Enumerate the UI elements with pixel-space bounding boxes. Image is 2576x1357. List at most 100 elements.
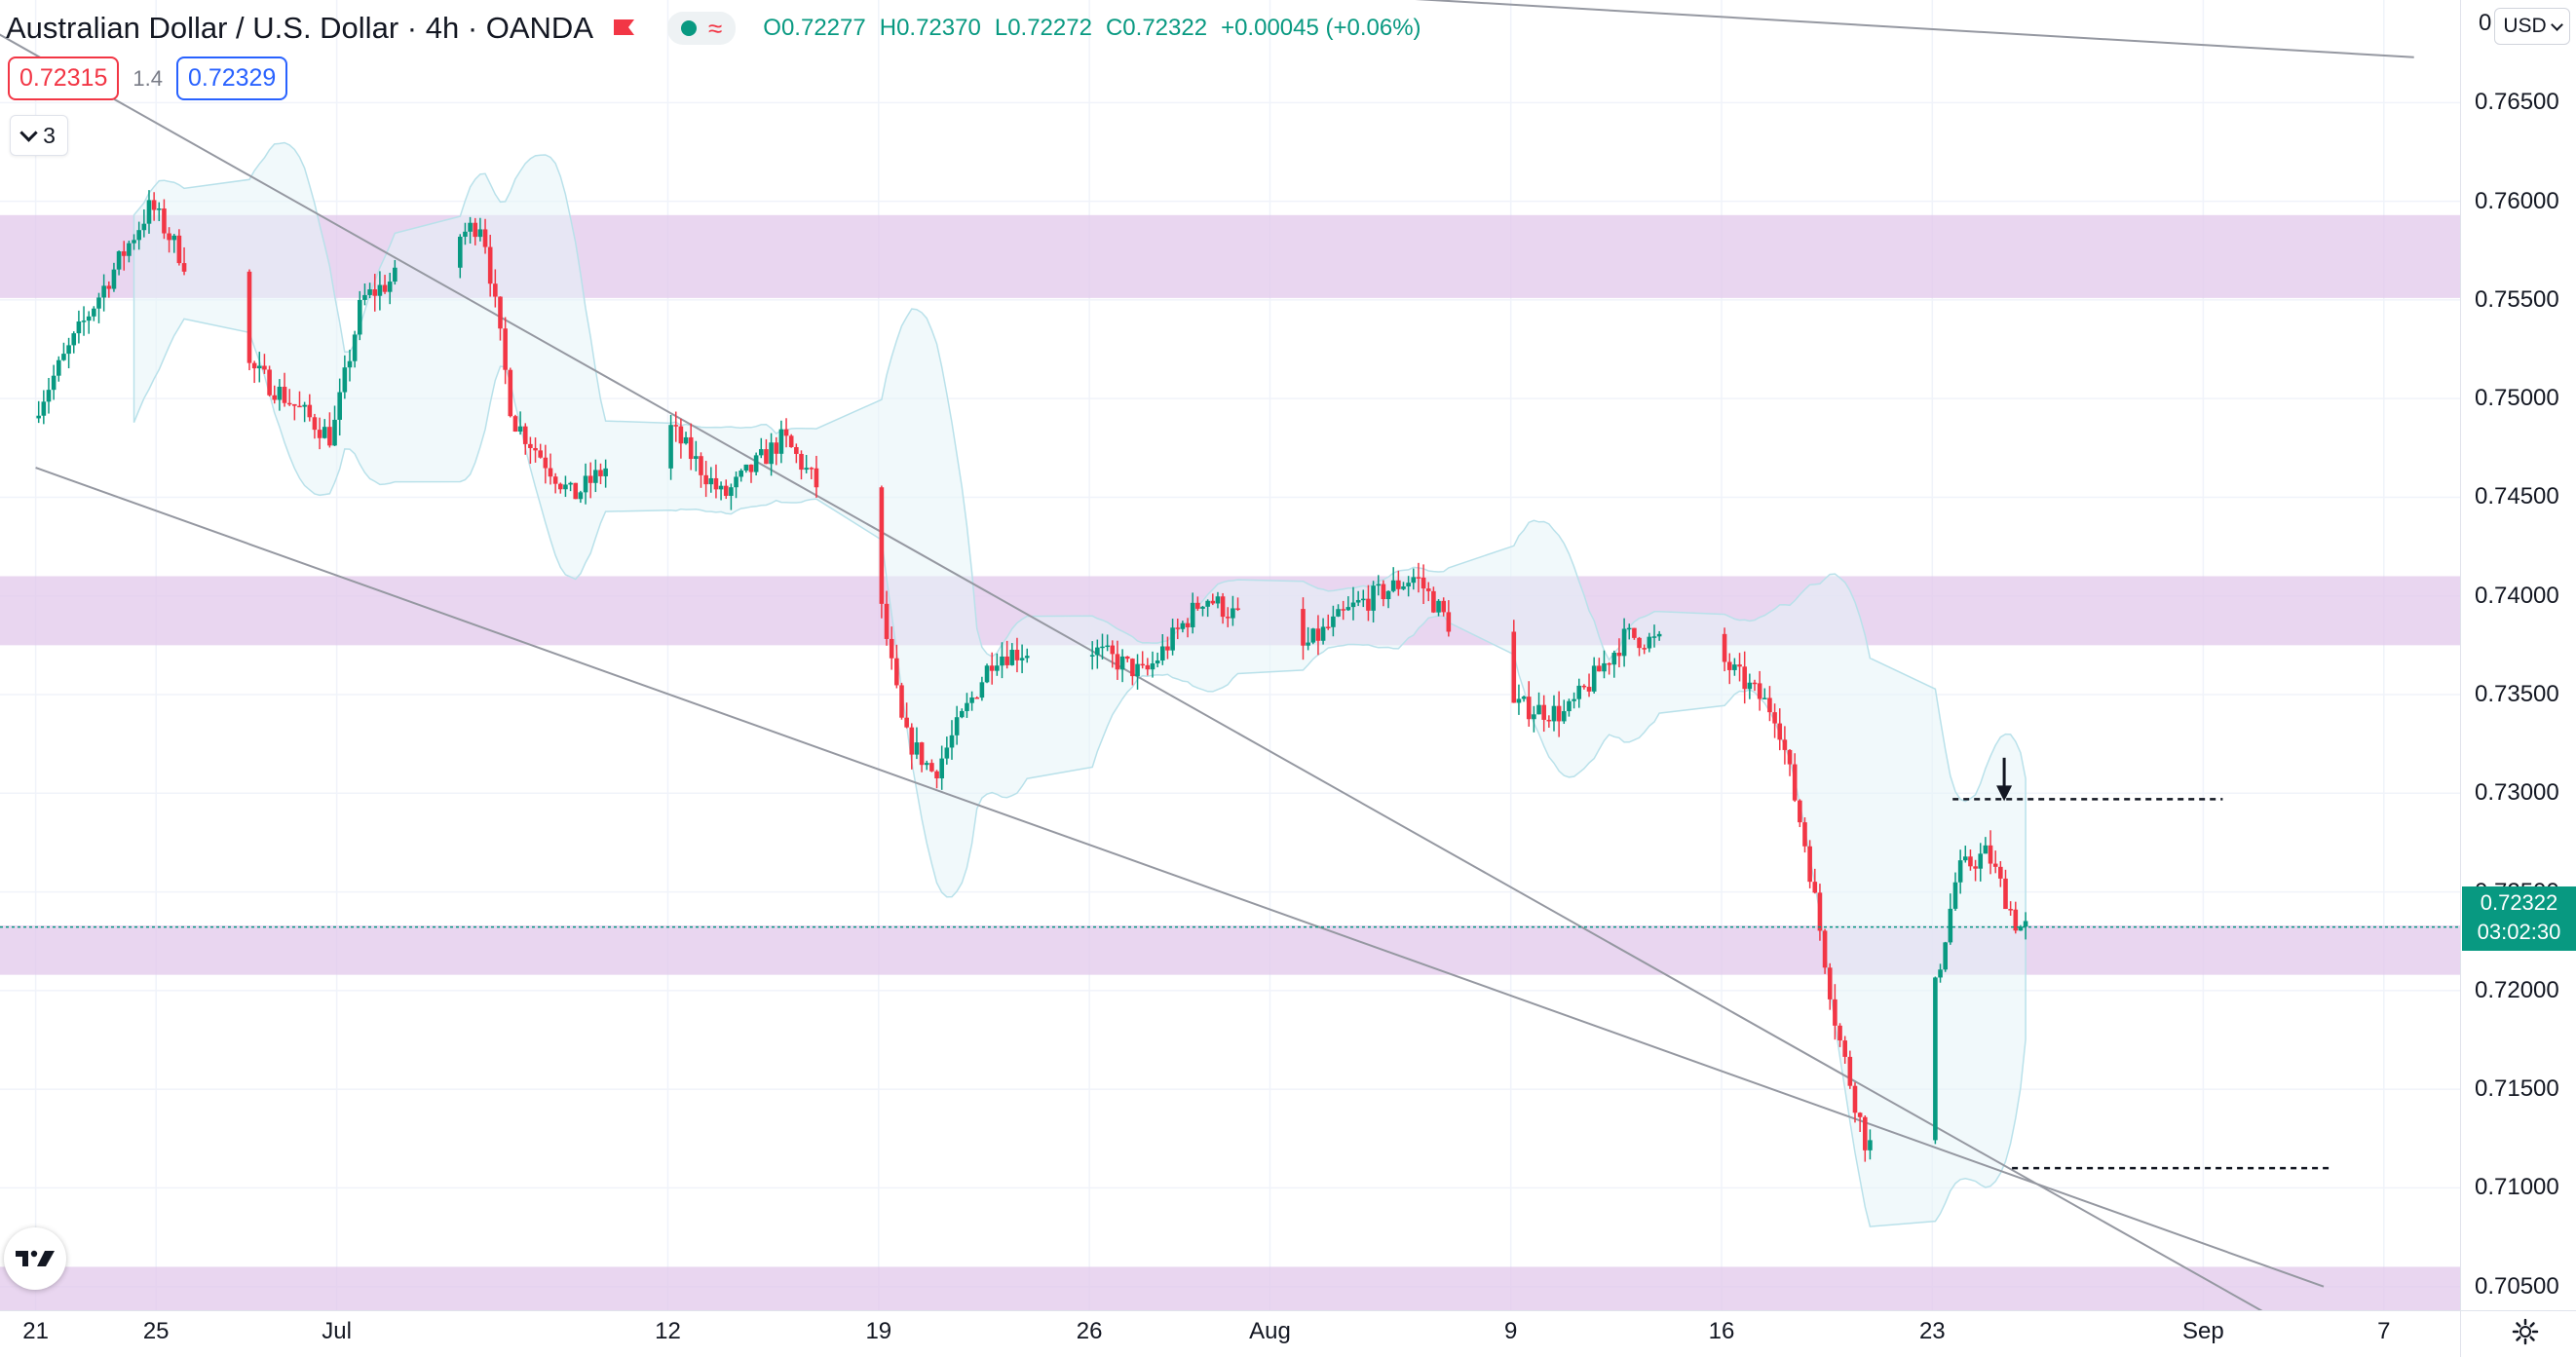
candle <box>934 770 939 789</box>
candle <box>121 241 127 271</box>
candle <box>322 419 327 439</box>
candle <box>1019 644 1025 674</box>
zone-band[interactable] <box>0 1266 2460 1310</box>
time-tick-label: 16 <box>1708 1318 1735 1344</box>
candle <box>718 481 724 501</box>
time-tick-label: 21 <box>22 1318 49 1344</box>
candle <box>1095 639 1100 669</box>
candle <box>162 199 167 240</box>
time-axis[interactable] <box>0 1310 2460 1357</box>
candle <box>1616 638 1622 668</box>
candle <box>1541 695 1546 733</box>
broker: OANDA <box>485 11 593 45</box>
candle <box>1852 1082 1858 1123</box>
candle <box>498 296 503 341</box>
market-status[interactable]: ≈ <box>667 12 737 45</box>
candle <box>463 222 468 245</box>
candle <box>1968 849 1973 871</box>
close-value: 0.72322 <box>1122 15 1208 41</box>
gear-icon[interactable] <box>2512 1318 2539 1345</box>
arrow-down-icon[interactable] <box>1996 757 2013 802</box>
current-price-label: 0.72322 03:02:30 <box>2462 886 2576 951</box>
low-value: 0.72272 <box>1007 15 1092 41</box>
candle <box>1000 642 1004 679</box>
candle <box>382 275 388 294</box>
candle <box>739 469 743 482</box>
candle <box>1421 564 1426 604</box>
candle <box>568 481 573 492</box>
candle <box>1561 699 1567 725</box>
interval[interactable]: 4h <box>425 11 460 45</box>
candle <box>1621 618 1627 667</box>
candle <box>282 372 287 407</box>
candle <box>683 432 689 445</box>
candle <box>1411 568 1417 590</box>
candle <box>729 483 734 510</box>
candle <box>272 385 278 404</box>
symbol-legend[interactable]: Australian Dollar / U.S. Dollar · 4h · O… <box>6 11 1421 45</box>
candle <box>342 355 348 399</box>
symbol-name: Australian Dollar / U.S. Dollar <box>6 11 399 45</box>
chevron-down-icon <box>2550 18 2563 31</box>
candle <box>1320 618 1326 645</box>
chevron-down-icon <box>19 123 38 142</box>
candle <box>297 391 302 408</box>
candle <box>286 389 292 406</box>
candle <box>1425 582 1431 602</box>
zone-band[interactable] <box>0 925 2460 975</box>
candle <box>262 354 267 374</box>
candle <box>1195 596 1200 611</box>
candle <box>1726 653 1732 685</box>
price-axis[interactable] <box>2460 0 2576 1310</box>
candle <box>1115 640 1120 680</box>
candle <box>367 283 372 299</box>
candle <box>1807 840 1812 888</box>
candle <box>924 760 929 771</box>
buy-button[interactable]: 0.72329 <box>175 57 288 100</box>
candle <box>1135 654 1140 690</box>
candle <box>1948 893 1953 945</box>
price-tick-label: 0.76000 <box>2475 187 2559 214</box>
candle <box>1827 962 1833 1010</box>
trade-panel: 0.72315 1.4 0.72329 <box>8 57 288 100</box>
flag-icon[interactable] <box>611 17 638 40</box>
time-tick-label: 23 <box>1918 1318 1946 1344</box>
candle <box>1185 618 1191 638</box>
candle <box>593 459 598 493</box>
candle <box>1170 619 1175 656</box>
candle <box>1607 661 1611 675</box>
candle <box>482 218 488 254</box>
candle <box>468 216 473 244</box>
candle <box>141 208 147 238</box>
candle <box>76 310 82 344</box>
price-tick-label: 0.74000 <box>2475 582 2559 609</box>
channel-line[interactable] <box>1330 0 2414 58</box>
candle <box>337 378 342 436</box>
candle <box>814 455 819 498</box>
candle <box>1210 593 1216 606</box>
price-tick-label: 0.73500 <box>2475 681 2559 707</box>
candle <box>171 234 177 253</box>
channel-line[interactable] <box>35 467 2325 1288</box>
candle <box>954 705 960 745</box>
tradingview-logo[interactable] <box>4 1227 66 1290</box>
candle <box>1105 634 1110 652</box>
candle <box>393 259 398 285</box>
candle <box>1782 726 1788 765</box>
indicators-collapse-button[interactable]: 3 <box>10 115 68 156</box>
candle <box>317 417 322 450</box>
candle <box>1656 630 1662 641</box>
candle <box>1355 590 1361 607</box>
candle <box>778 420 784 464</box>
currency-button[interactable]: USD <box>2494 8 2570 45</box>
candle <box>1581 684 1587 690</box>
price-tick-label: 0.74500 <box>2475 483 2559 510</box>
sell-button[interactable]: 0.72315 <box>8 57 120 100</box>
candle <box>929 759 934 773</box>
candle <box>1220 592 1226 624</box>
candle <box>387 273 393 305</box>
candle <box>146 190 152 234</box>
indicator-count: 3 <box>43 122 56 148</box>
candle <box>1602 650 1607 679</box>
